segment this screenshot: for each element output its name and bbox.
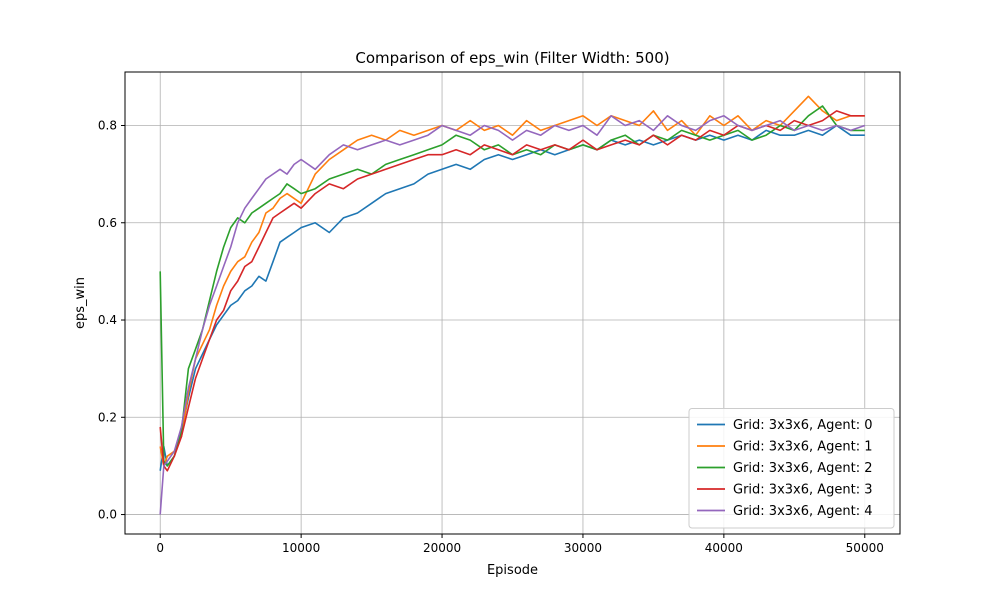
y-tick-label: 0.8 <box>98 118 117 132</box>
x-tick-label: 10000 <box>282 541 320 555</box>
x-tick-label: 50000 <box>846 541 884 555</box>
x-tick-label: 0 <box>156 541 164 555</box>
y-tick-label: 0.0 <box>98 508 117 522</box>
legend-box <box>688 408 895 529</box>
y-tick-label: 0.4 <box>98 313 117 327</box>
x-tick-label: 20000 <box>423 541 461 555</box>
legend-label-agent-2: Grid: 3x3x6, Agent: 2 <box>733 461 873 476</box>
series-line-agent-3 <box>159 110 865 472</box>
legend-label-agent-1: Grid: 3x3x6, Agent: 1 <box>733 440 873 455</box>
series-line-agent-1 <box>159 95 865 467</box>
x-axis-label: Episode <box>487 563 538 578</box>
axis-ticks: 0 10000 20000 30000 40000 50000 0.0 0.2 0.4 0.6 0.… <box>98 118 884 555</box>
series-line-agent-4 <box>159 115 866 515</box>
legend: Grid: 3x3x6, Agent: 0 Grid: 3x3x6, Agent:… <box>688 408 895 529</box>
series-lines <box>159 95 866 515</box>
legend-label-agent-4: Grid: 3x3x6, Agent: 4 <box>733 504 873 519</box>
x-tick-label: 30000 <box>564 541 602 555</box>
plot-frame <box>124 71 901 535</box>
y-axis-label: eps_win <box>73 277 88 329</box>
series-line-agent-0 <box>159 124 865 471</box>
y-tick-label: 0.2 <box>98 410 117 424</box>
legend-label-agent-3: Grid: 3x3x6, Agent: 3 <box>733 483 873 498</box>
x-tick-label: 40000 <box>705 541 743 555</box>
chart-title: Comparison of eps_win (Filter Width: 500… <box>355 49 669 68</box>
series-line-agent-2 <box>159 105 865 467</box>
legend-label-agent-0: Grid: 3x3x6, Agent: 0 <box>733 418 873 433</box>
y-tick-label: 0.6 <box>98 216 117 230</box>
